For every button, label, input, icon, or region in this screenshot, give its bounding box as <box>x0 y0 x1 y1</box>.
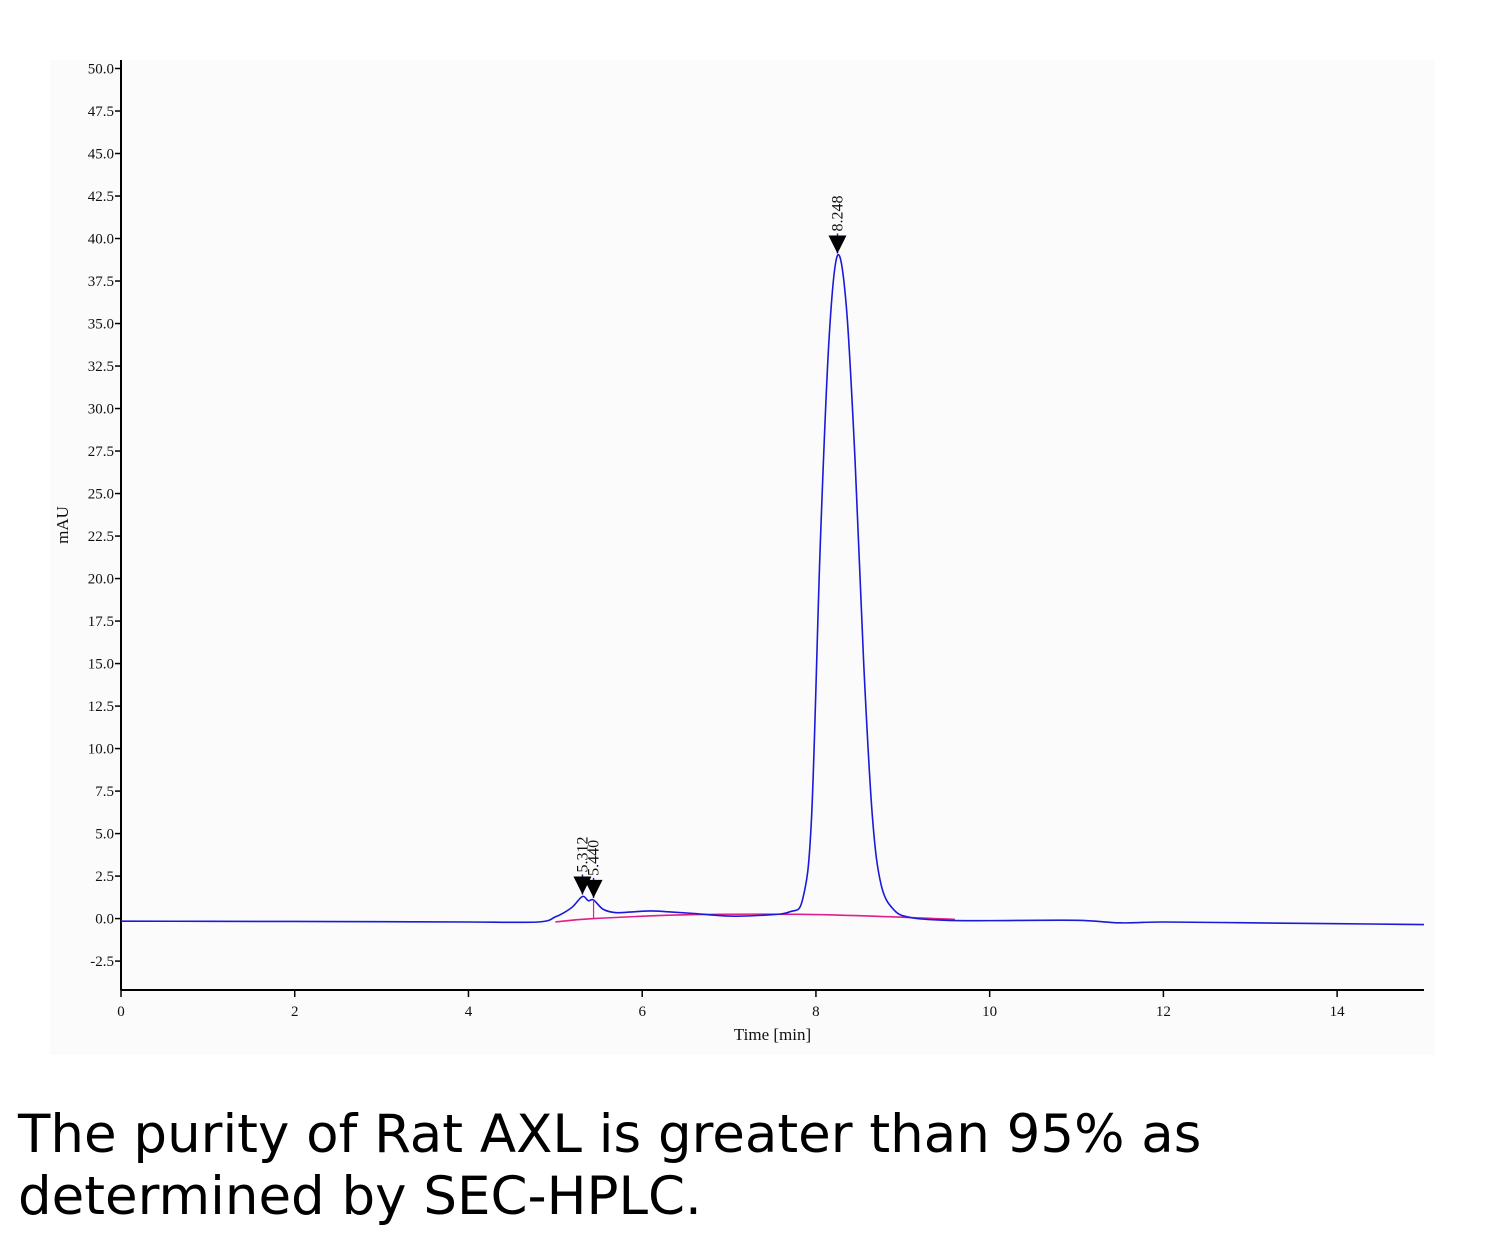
x-tick-label: 6 <box>638 1004 646 1020</box>
peak-label: 5.440 <box>586 840 603 876</box>
y-tick-label: 47.5 <box>88 104 114 120</box>
y-tick-label: 7.5 <box>95 784 114 800</box>
y-tick-label: 40.0 <box>88 232 114 248</box>
y-tick-label: 50.0 <box>88 62 114 78</box>
peak-label: 8.248 <box>829 196 846 232</box>
chart-panel <box>50 60 1435 1055</box>
x-tick-label: 0 <box>117 1004 125 1020</box>
y-tick-label: 17.5 <box>88 614 114 630</box>
y-tick-label: 30.0 <box>88 402 114 418</box>
y-axis-title: mAU <box>53 506 72 544</box>
y-tick-label: 42.5 <box>88 189 114 205</box>
y-tick-label: 20.0 <box>88 572 114 588</box>
chromatogram-signal-line <box>120 253 1425 926</box>
chromatogram-chart: -2.5 0.0 2.5 5.0 7.5 10.0 12.5 15.0 17.5 20.0 22.5… <box>53 60 1425 1044</box>
y-tick-label: 0.0 <box>95 912 114 928</box>
x-tick-label: 4 <box>465 1004 473 1020</box>
peak-marker-triangle <box>584 879 603 898</box>
peak-label: 5.312 <box>574 836 591 872</box>
y-tick-label: 45.0 <box>88 147 114 163</box>
x-tick-label: 12 <box>1156 1004 1171 1020</box>
y-tick-label: 25.0 <box>88 487 114 503</box>
y-tick-label: 32.5 <box>88 359 114 375</box>
y-tick-label: -2.5 <box>90 954 114 970</box>
y-tick-label: 37.5 <box>88 274 114 290</box>
y-tick-label: 12.5 <box>88 699 114 715</box>
y-tick-label: 27.5 <box>88 444 114 460</box>
y-tick-label: 2.5 <box>95 869 114 885</box>
baseline-line <box>555 913 955 923</box>
peak-marker-triangle <box>828 235 847 254</box>
y-tick-label: 10.0 <box>88 742 114 758</box>
x-tick-label: 2 <box>291 1004 299 1020</box>
y-tick-label: 5.0 <box>95 827 114 843</box>
x-tick-label: 10 <box>982 1004 997 1020</box>
y-tick-label: 15.0 <box>88 657 114 673</box>
y-tick-label: 35.0 <box>88 317 114 333</box>
x-axis-title: Time [min] <box>734 1025 811 1044</box>
x-tick-label: 8 <box>812 1004 820 1020</box>
caption-text: The purity of Rat AXL is greater than 95… <box>18 1104 1202 1227</box>
x-tick-label: 14 <box>1330 1004 1346 1020</box>
y-tick-label: 22.5 <box>88 529 114 545</box>
